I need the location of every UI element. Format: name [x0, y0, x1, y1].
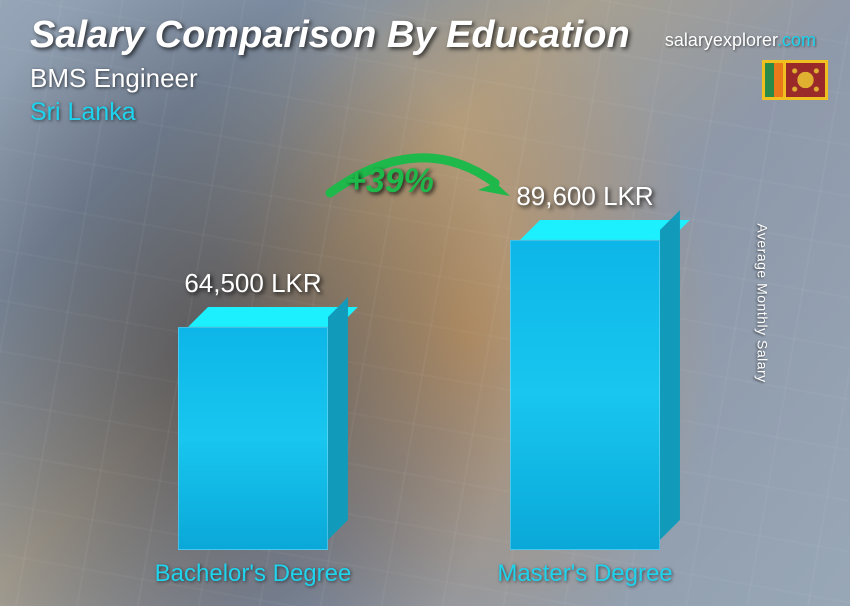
bar-masters — [510, 240, 660, 550]
chart-area: 64,500 LKR Bachelor's Degree 89,600 LKR … — [0, 150, 850, 606]
branding-suffix: .com — [777, 30, 816, 50]
bar-value-masters: 89,600 LKR — [455, 181, 715, 212]
branding-prefix: salaryexplorer — [665, 30, 777, 50]
bar-front-face — [178, 327, 328, 550]
bar-value-bachelors: 64,500 LKR — [123, 268, 383, 299]
bar-label-bachelors: Bachelor's Degree — [123, 560, 383, 588]
bar-front-face — [510, 240, 660, 550]
location-label: Sri Lanka — [30, 98, 820, 127]
branding-text: salaryexplorer.com — [665, 30, 816, 51]
job-title: BMS Engineer — [30, 63, 820, 94]
country-flag-icon — [762, 60, 828, 100]
bar-label-masters: Master's Degree — [455, 560, 715, 588]
bar-side-face — [328, 297, 348, 540]
bar-side-face — [660, 210, 680, 540]
bar-bachelors — [178, 327, 328, 550]
